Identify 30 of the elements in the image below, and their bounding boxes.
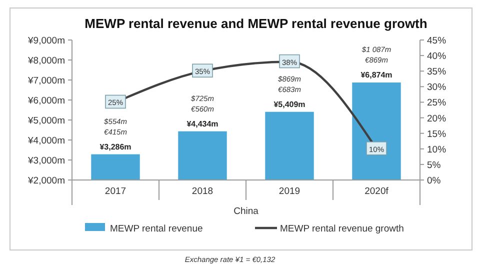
y-tick-label: ¥3,000m <box>27 156 66 166</box>
data-label: ¥5,409m <box>274 100 306 109</box>
y2-tick-label: 45% <box>427 36 447 46</box>
data-label: ¥4,434m <box>186 119 218 128</box>
chart-title: MEWP rental revenue and MEWP rental revenue growth <box>84 16 428 31</box>
y2-tick-label: 40% <box>427 51 447 62</box>
x-tick-label: 2018 <box>192 186 214 197</box>
y2-tick-label: 20% <box>427 113 447 124</box>
data-label: ¥3,286m <box>100 142 132 152</box>
legend-label: MEWP rental revenue <box>110 224 203 234</box>
x-tick-label: 2017 <box>104 186 126 197</box>
x-tick-label: 2020f <box>364 186 389 197</box>
data-label: ¥6,874m <box>360 70 392 80</box>
y-tick-label: ¥9,000m <box>27 36 66 46</box>
y2-tick-label: 15% <box>427 128 447 140</box>
x-tick-label: 2019 <box>278 186 300 197</box>
y-tick-label: ¥7,000m <box>27 76 66 86</box>
y-tick-label: ¥4,000m <box>27 136 66 146</box>
y-tick-label: ¥8,000m <box>27 56 66 66</box>
y-tick-label: ¥6,000m <box>27 96 66 106</box>
y-tick-label: ¥2,000m <box>27 176 66 186</box>
y2-tick-label: 30% <box>427 82 447 94</box>
y2-tick-label: 35% <box>427 66 447 78</box>
y2-tick-label: 5% <box>427 160 442 171</box>
y2-tick-label: 25% <box>427 98 447 109</box>
y2-tick-label: 10% <box>427 144 447 156</box>
legend-label: MEWP rental revenue growth <box>280 224 404 234</box>
y2-tick-label: 0% <box>427 176 442 186</box>
x-axis-title: China <box>234 206 260 217</box>
y-tick-label: ¥5,000m <box>27 116 66 126</box>
